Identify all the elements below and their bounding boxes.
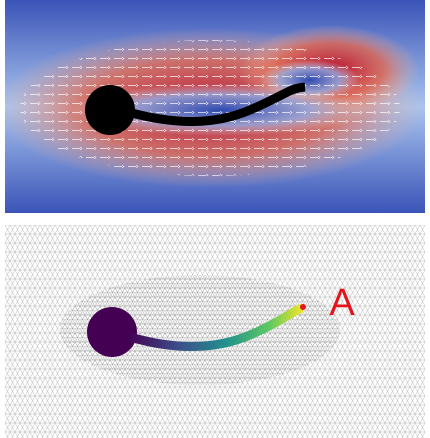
page: A (() => { const data = JSON.parse(docum… bbox=[0, 0, 430, 438]
flow-field-panel bbox=[0, 0, 425, 213]
mesh-panel bbox=[5, 225, 425, 438]
point-label: A bbox=[329, 282, 355, 324]
figure: A bbox=[0, 0, 430, 438]
